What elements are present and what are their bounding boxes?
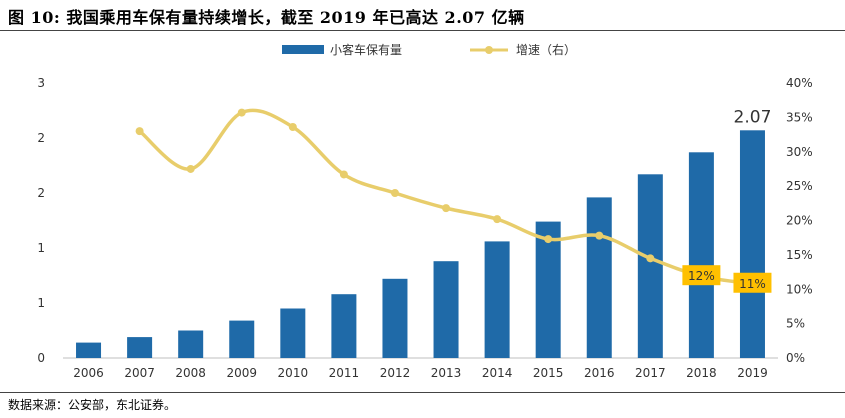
bar bbox=[229, 320, 255, 358]
growth-label-box bbox=[733, 272, 772, 293]
growth-point bbox=[237, 108, 246, 117]
growth-data-label: 12% bbox=[688, 269, 715, 283]
bar bbox=[586, 197, 612, 358]
growth-point bbox=[135, 127, 144, 136]
right-tick-label: 25% bbox=[786, 179, 813, 193]
x-tick-label: 2014 bbox=[482, 366, 513, 380]
left-tick-label: 2 bbox=[37, 131, 45, 145]
bar bbox=[433, 261, 459, 358]
growth-point bbox=[288, 123, 297, 131]
figure-title: 图 10: 我国乘用车保有量持续增长，截至 2019 年已高达 2.07 亿辆 bbox=[8, 8, 525, 27]
bar bbox=[76, 342, 102, 358]
x-tick-label: 2009 bbox=[226, 366, 257, 380]
x-tick-label: 2006 bbox=[73, 366, 104, 380]
right-tick-label: 40% bbox=[786, 76, 813, 90]
bar bbox=[484, 241, 510, 358]
left-tick-label: 1 bbox=[37, 296, 45, 310]
growth-point bbox=[544, 235, 553, 244]
source-note: 数据来源：公安部，东北证券。 bbox=[8, 398, 177, 412]
left-tick-label: 0 bbox=[37, 351, 45, 365]
left-tick-label: 1 bbox=[37, 241, 45, 255]
growth-data-label: 11% bbox=[739, 277, 766, 291]
source-divider bbox=[0, 392, 845, 393]
legend-line-label: 增速（右） bbox=[516, 42, 576, 57]
right-tick-label: 0% bbox=[786, 351, 805, 365]
bar bbox=[535, 221, 561, 358]
growth-point bbox=[390, 189, 399, 197]
x-tick-label: 2012 bbox=[380, 366, 411, 380]
x-tick-label: 2015 bbox=[533, 366, 564, 380]
growth-point bbox=[595, 231, 604, 240]
bar bbox=[739, 130, 765, 358]
x-tick-label: 2018 bbox=[686, 366, 717, 380]
right-tick-label: 20% bbox=[786, 214, 813, 228]
legend-bar-swatch bbox=[282, 45, 324, 54]
x-tick-label: 2013 bbox=[431, 366, 462, 380]
growth-point bbox=[186, 164, 195, 173]
growth-point bbox=[442, 204, 451, 213]
x-tick-label: 2016 bbox=[584, 366, 615, 380]
bar bbox=[280, 308, 306, 358]
x-tick-label: 2017 bbox=[635, 366, 666, 380]
right-tick-label: 5% bbox=[786, 317, 805, 331]
bar bbox=[331, 294, 357, 358]
bar bbox=[637, 174, 663, 358]
bar bbox=[688, 152, 714, 358]
bar-data-label: 2.07 bbox=[734, 107, 772, 127]
left-tick-label: 3 bbox=[37, 76, 45, 90]
x-tick-label: 2008 bbox=[175, 366, 206, 380]
right-tick-label: 35% bbox=[786, 110, 813, 124]
left-tick-label: 2 bbox=[37, 186, 45, 200]
right-tick-label: 15% bbox=[786, 248, 813, 262]
x-tick-label: 2007 bbox=[124, 366, 155, 380]
growth-point bbox=[646, 254, 655, 263]
title-divider bbox=[0, 30, 845, 31]
growth-point bbox=[493, 215, 502, 224]
bar bbox=[127, 337, 153, 358]
bar bbox=[178, 330, 204, 358]
growth-point bbox=[339, 170, 348, 179]
growth-label-box bbox=[682, 265, 721, 286]
x-tick-label: 2010 bbox=[278, 366, 309, 380]
right-tick-label: 10% bbox=[786, 282, 813, 296]
legend-bar-label: 小客车保有量 bbox=[330, 42, 402, 57]
x-tick-label: 2019 bbox=[737, 366, 768, 380]
right-tick-label: 30% bbox=[786, 145, 813, 159]
legend-line-marker bbox=[485, 46, 493, 54]
bar bbox=[382, 278, 408, 358]
x-tick-label: 2011 bbox=[329, 366, 360, 380]
